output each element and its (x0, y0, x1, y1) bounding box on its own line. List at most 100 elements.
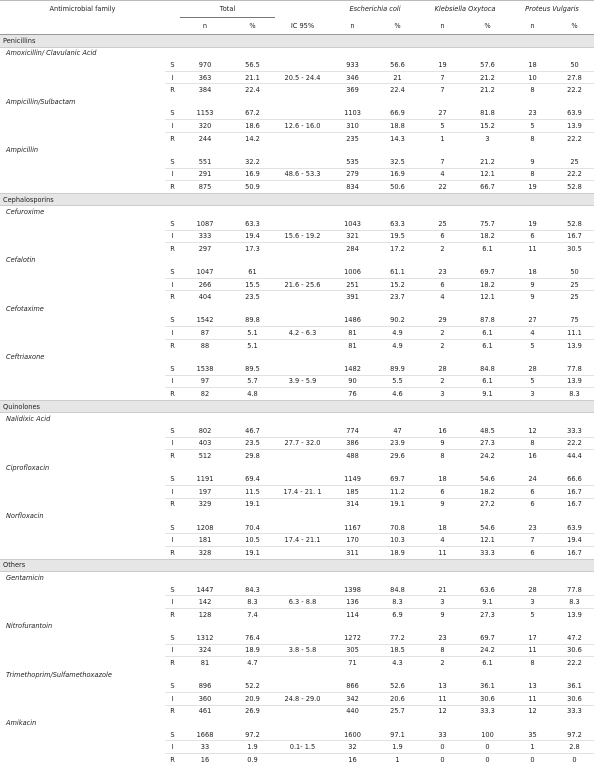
header-n: n (510, 17, 556, 35)
cell-value: 7 (420, 155, 466, 169)
cell-value: 142 (180, 595, 230, 609)
cell-value: 16.7 (567, 548, 582, 557)
data-row: I 33 1.9 0.1- 1.5 32 1.9 0 0 1 2.8 (0, 740, 594, 755)
cell-value: 6.1 (482, 244, 493, 253)
cell-value: 27.2 (480, 500, 495, 509)
cell-value: 1.9 (230, 740, 275, 755)
result-code: I (165, 119, 180, 133)
cell-value: 6.1 (465, 375, 511, 389)
cell-value: 25.7 (390, 707, 405, 716)
cell-value: 3 (440, 390, 445, 399)
cell-value: 0 (572, 755, 577, 764)
group-row: Cephalosporins (0, 192, 594, 207)
drug-name: Ampicillin/Sulbactam (6, 97, 76, 106)
cell-value: 23 (420, 266, 466, 279)
ic-value: 21.6 - 25.6 (275, 278, 330, 292)
ic-value: 6.3 - 8.8 (275, 595, 330, 609)
drug-name: Trimethoprim/Sulfamethoxazole (6, 670, 112, 679)
cell-value: 70.4 (230, 521, 275, 535)
cell-value: 88 (200, 341, 210, 350)
cell-value: 47 (375, 425, 421, 438)
result-code: I (165, 644, 180, 658)
cell-value: 28 (510, 583, 556, 597)
data-row: I 87 5.1 4.2 - 6.3 81 4.9 2 6.1 4 11.1 (0, 326, 594, 340)
cell-value: 305 (330, 644, 375, 658)
cell-value: 4 (510, 326, 556, 340)
cell-value: 6 (530, 500, 535, 509)
drug-row: Cefuroxime (0, 206, 594, 218)
cell-value: 81 (200, 659, 210, 668)
cell-value: 84.8 (465, 363, 511, 376)
cell-value: 16 (528, 451, 537, 460)
drug-name: Amoxicillin/ Clavulanic Acid (6, 49, 97, 58)
cell-value: 36.1 (555, 680, 594, 694)
cell-value: 1153 (180, 107, 230, 121)
cell-value: 18.9 (230, 644, 275, 658)
result-code: I (165, 230, 180, 244)
drug-name: Nalidixic Acid (6, 415, 51, 424)
table-body: Penicillins Amoxicillin/ Clavulanic Acid S… (0, 34, 594, 766)
cell-value: 6 (530, 548, 535, 557)
cell-value: 404 (198, 293, 212, 302)
cell-value: 11 (528, 244, 537, 253)
cell-value: 27 (420, 107, 466, 121)
drug-row: Gentamicin (0, 572, 594, 584)
result-code: R (170, 610, 175, 619)
cell-value: 23.5 (230, 437, 275, 451)
cell-value: 4 (420, 168, 466, 182)
cell-value: 6 (420, 230, 466, 244)
cell-value: 22.2 (555, 168, 594, 182)
data-row: S 1047 61 1006 61.1 23 69.7 18 50 (0, 266, 594, 279)
cell-value: 21.2 (480, 86, 495, 95)
cell-value: 9 (420, 437, 466, 451)
cell-value: 4.9 (375, 326, 421, 340)
data-row: I 97 5.7 3.9 - 5.9 90 5.5 2 6.1 5 13.9 (0, 375, 594, 389)
group-row: Penicillins (0, 34, 594, 48)
cell-value: 8 (530, 86, 535, 95)
cell-value: 1149 (330, 473, 375, 486)
cell-value: 69.7 (465, 266, 511, 279)
cell-value: 66.9 (375, 107, 421, 121)
cell-value: 14.2 (245, 134, 260, 143)
cell-value: 87 (180, 326, 230, 340)
cell-value: 1312 (180, 632, 230, 645)
result-code: I (165, 692, 180, 706)
cell-value: 29.8 (245, 451, 260, 460)
cell-value: 297 (198, 244, 212, 253)
cell-value: 12 (528, 707, 537, 716)
data-row: S 896 52.2 866 52.6 13 36.1 13 36.1 (0, 680, 594, 694)
cell-value: 6.1 (482, 341, 493, 350)
cell-value: 320 (180, 119, 230, 133)
cell-value: 5.7 (230, 375, 275, 389)
cell-value: 16.7 (555, 230, 594, 244)
data-row: S 802 46.7 774 47 16 48.5 12 33.3 (0, 425, 594, 438)
cell-value: 13 (420, 680, 466, 694)
cell-value: 82 (200, 390, 210, 399)
cell-value: 69.7 (375, 473, 421, 486)
cell-value: 9 (510, 155, 556, 169)
data-row: S 1668 97.2 1600 97.1 33 100 35 97.2 (0, 728, 594, 742)
cell-value: 20.9 (230, 692, 275, 706)
cell-value: 5 (510, 119, 556, 133)
cell-value: 48.5 (465, 425, 511, 438)
cell-value: 63.3 (375, 217, 421, 231)
drug-row: Amikacin (0, 717, 594, 729)
drug-name: Ceftriaxone (6, 353, 45, 362)
cell-value: 11 (510, 692, 556, 706)
data-row: I 320 18.6 12.6 - 16.0 310 18.8 5 15.2 5 13.9 (0, 119, 594, 133)
result-code: S (165, 425, 180, 438)
cell-value: 4.7 (247, 659, 258, 668)
cell-value: 71 (348, 659, 357, 668)
cell-value: 18.6 (230, 119, 275, 133)
cell-value: 1.9 (375, 740, 421, 755)
cell-value: 11.2 (375, 485, 421, 499)
header-family: Antimicrobial family (0, 0, 165, 18)
cell-value: 9 (510, 278, 556, 292)
cell-value: 384 (198, 86, 212, 95)
cell-value: 32.2 (230, 155, 275, 169)
cell-value: 15.2 (465, 119, 511, 133)
ic-value: 3.9 - 5.9 (275, 375, 330, 389)
data-row: I 181 10.5 17.4 - 21.1 170 10.3 4 12.1 7 19.4 (0, 533, 594, 547)
data-row: R 16 0.9 16 1 0 0 0 0 (0, 754, 594, 766)
